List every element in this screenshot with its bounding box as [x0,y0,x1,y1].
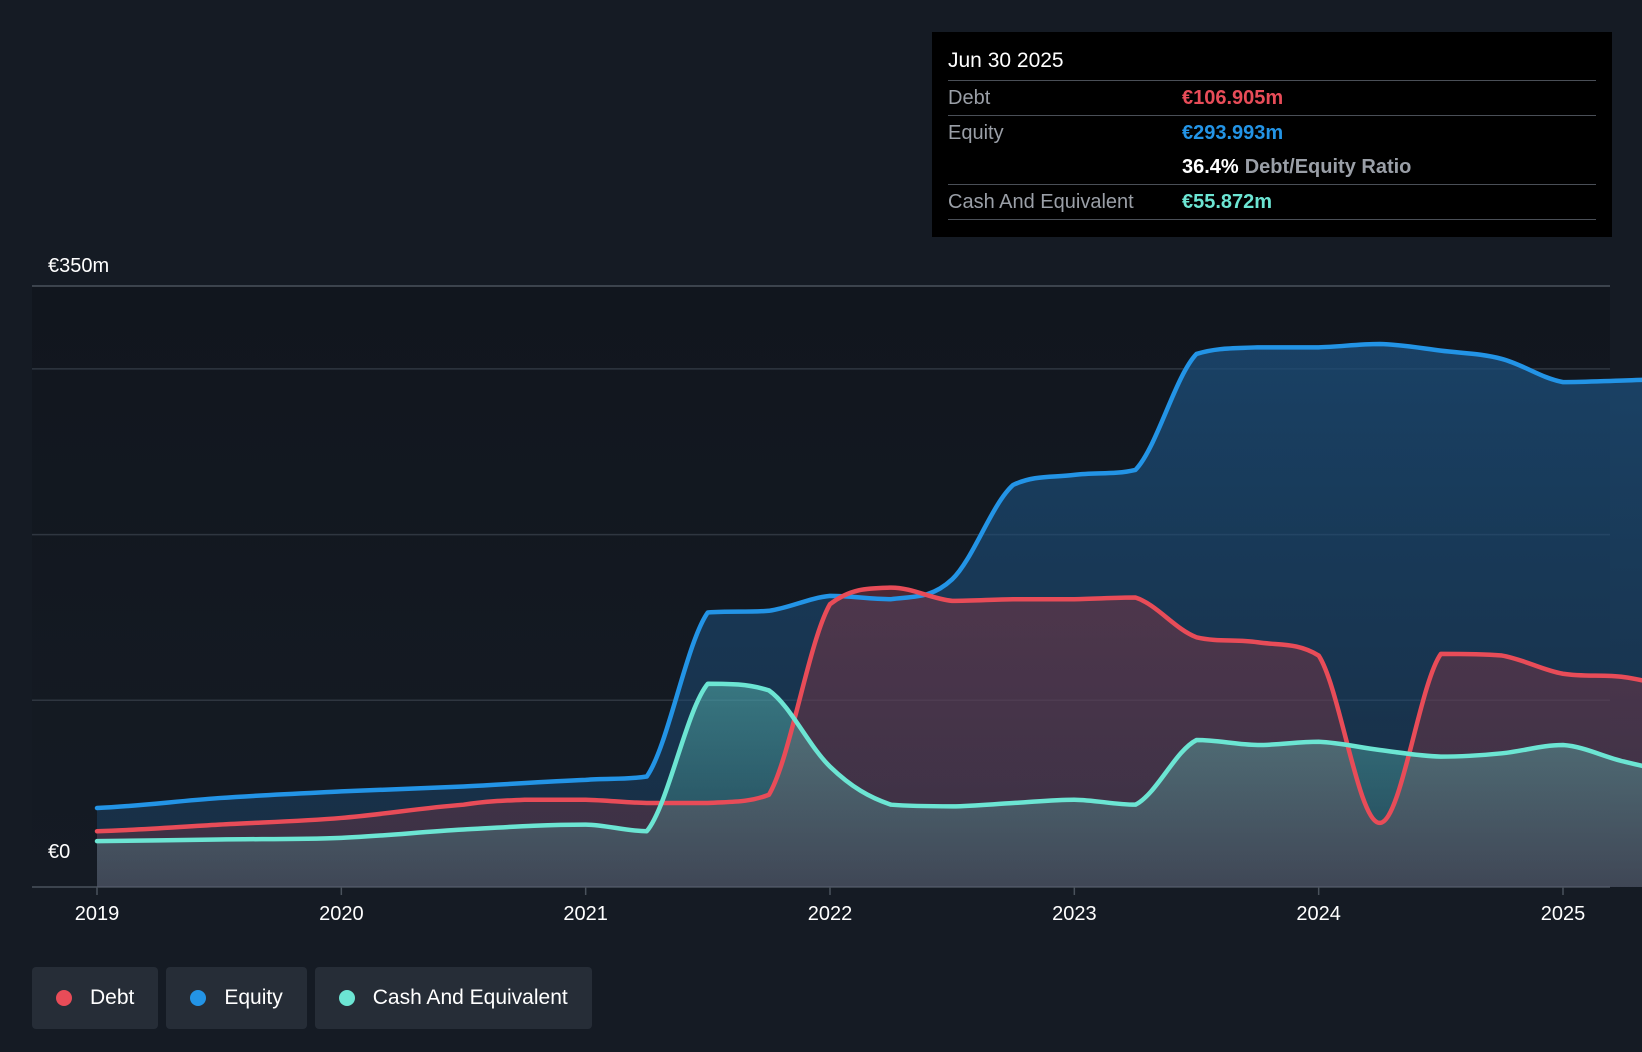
cash-line [94,681,1642,844]
series-lines [94,341,1642,844]
y-tick-label: €350m [48,255,109,277]
tooltip-equity-label: Equity [948,122,1004,144]
legend-equity-label: Equity [224,986,283,1009]
debt-line [94,585,1642,834]
x-tick-label: 2025 [1541,903,1586,925]
tooltip-cash-label: Cash And Equivalent [948,191,1134,213]
equity-line [94,341,1642,811]
x-tick-label: 2022 [808,903,853,925]
cash-area [97,683,1642,887]
x-tick-label: 2023 [1052,903,1097,925]
legend-debt-label: Debt [90,986,135,1009]
axes: €350m €0 2019 2020 2021 2022 2023 2024 2025 [48,255,1585,925]
legend-item-equity[interactable]: Equity [166,967,307,1029]
x-tick-label: 2021 [563,903,608,925]
tooltip-debt-label: Debt [948,87,991,109]
legend: Debt Equity Cash And Equivalent [32,967,592,1029]
x-tick-label: 2019 [75,903,120,925]
tooltip-panel: Jun 30 2025 Debt €106.905m Equity €293.9… [932,32,1612,237]
tooltip-ratio-row: 36.4% Debt/Equity Ratio [948,150,1596,185]
x-tick-label: 2020 [319,903,364,925]
equity-dot-icon [190,990,207,1006]
tooltip-debt-value: €106.905m [1182,87,1284,109]
tooltip-debt-row: Debt €106.905m [948,81,1596,116]
x-tick-label: 2024 [1296,903,1341,925]
debt-dot-icon [56,990,72,1006]
tooltip-ratio-value: 36.4% [1182,156,1239,178]
legend-item-cash[interactable]: Cash And Equivalent [314,967,592,1029]
tooltip-equity-row: Equity €293.993m [948,116,1596,150]
tooltip-cash-value: €55.872m [1182,191,1273,213]
tooltip-cash-row: Cash And Equivalent €55.872m [948,185,1596,220]
tooltip-date: Jun 30 2025 [948,46,1596,81]
y-tick-label: €0 [48,841,70,863]
series-areas [97,344,1642,887]
legend-cash-label: Cash And Equivalent [372,986,568,1009]
tooltip-equity-value: €293.993m [1182,122,1284,144]
legend-item-debt[interactable]: Debt [32,967,159,1029]
tooltip-ratio-label: Debt/Equity Ratio [1244,156,1412,178]
cash-dot-icon [338,990,355,1006]
